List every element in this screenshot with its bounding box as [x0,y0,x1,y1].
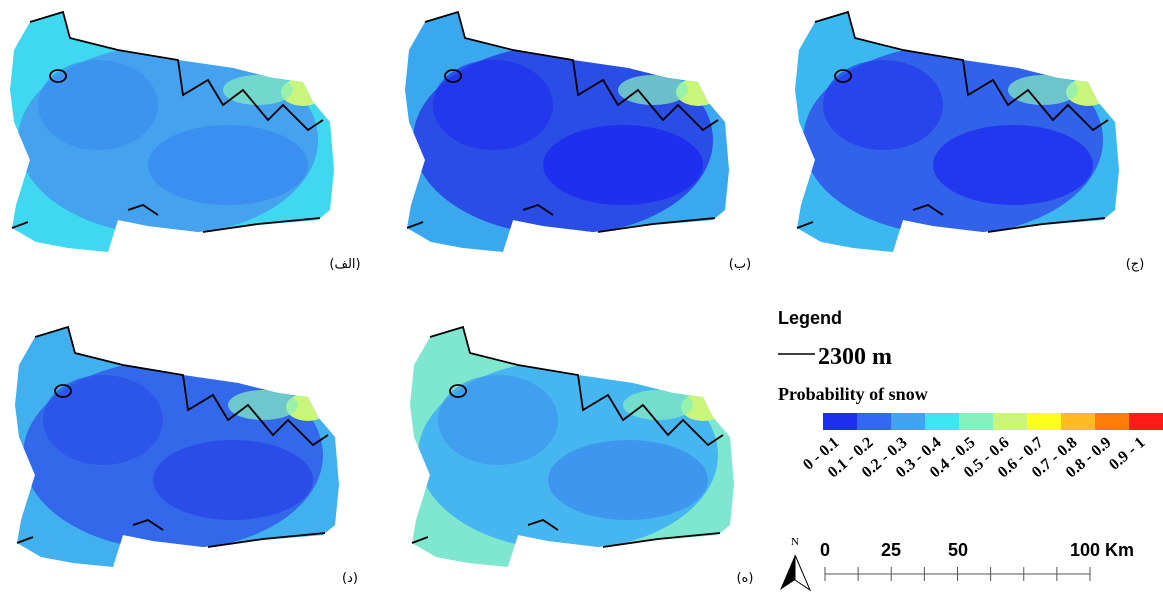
region-fill [803,45,1110,235]
zone [438,375,558,465]
panel-label: (ه) [737,571,754,586]
zone [38,60,158,150]
class-swatch [857,413,891,430]
north-arrow [780,555,795,590]
class-swatch [823,413,857,430]
class-swatch [1061,413,1095,430]
zone [223,75,293,105]
scale-label: 100 Km [1070,540,1134,560]
map-panel [410,325,734,567]
classes-title: Probability of snow [778,384,928,404]
map-panel [405,10,729,252]
zone [148,125,308,205]
contour-2300m [406,10,719,233]
contour-2300m [411,325,724,548]
map-panel [10,10,334,252]
class-label: 0.9 - 1 [1106,434,1149,474]
panel-label: (الف) [329,257,360,272]
contour-2300m [796,10,1109,233]
zone [1008,75,1078,105]
class-swatch [925,413,959,430]
map-panel [795,10,1119,252]
legend-title: Legend [778,308,842,328]
class-swatch [1129,413,1163,430]
contour-label: 2300 m [818,344,892,370]
zone [228,390,298,420]
zone [543,125,703,205]
class-swatch [959,413,993,430]
contour-2300m [11,10,324,233]
map-panel [15,325,339,567]
panel-label: (د) [342,571,358,586]
zone [548,440,708,520]
region-fill [18,45,325,235]
zone [933,125,1093,205]
class-swatch [1095,413,1129,430]
zone [823,60,943,150]
north-label: N [791,536,799,548]
zone [623,390,693,420]
scale-bar [824,567,1091,581]
scale-label: 50 [948,540,968,560]
region-fill [413,45,720,235]
class-swatch [891,413,925,430]
zone [153,440,313,520]
scale-label: 0 [820,540,830,560]
zone [618,75,688,105]
zone [433,60,553,150]
contour-2300m [16,325,329,548]
scale-label: 25 [881,540,901,560]
zone [43,375,163,465]
region-fill [23,360,330,550]
north-arrow [794,554,812,592]
region-fill [418,360,725,550]
class-swatch [993,413,1027,430]
panel-label: (ب) [729,257,751,272]
class-swatch [1027,413,1061,430]
panel-label: (ج) [1126,257,1145,272]
